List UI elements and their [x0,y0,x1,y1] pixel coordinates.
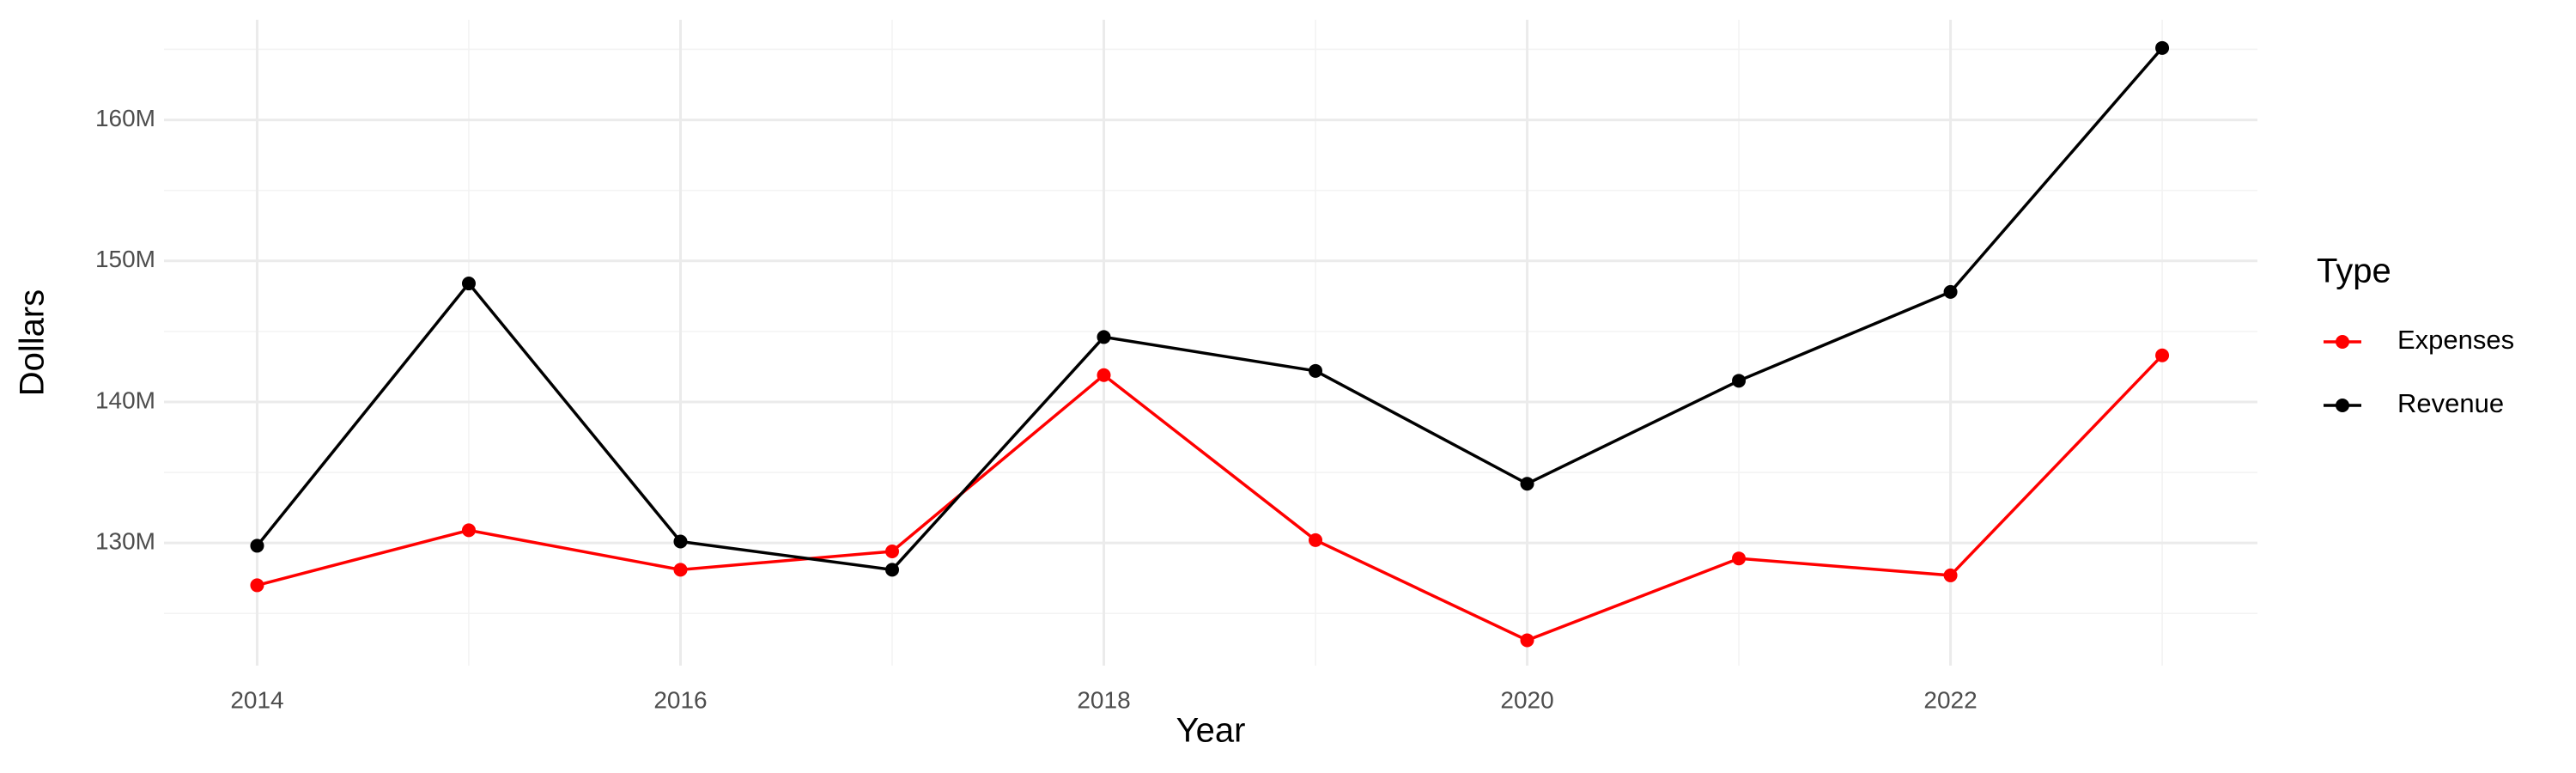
data-point [885,545,899,559]
data-point [250,539,264,553]
data-point [1097,330,1111,344]
grid [164,20,2257,666]
y-tick-label: 140M [95,386,155,413]
data-point [1732,551,1747,566]
legend-marker [2336,335,2349,349]
x-tick-label: 2020 [1500,686,1553,713]
data-point [673,534,688,549]
data-point [1732,374,1747,388]
legend-title: Type [2317,253,2391,290]
data-point [250,578,264,593]
x-tick-label: 2014 [230,686,283,713]
data-point [1520,633,1534,648]
x-tick-label: 2022 [1923,686,1977,713]
y-tick-label: 130M [95,528,155,555]
data-point [1309,363,1323,378]
legend: Expenses Revenue [2324,325,2514,418]
y-tick-label: 160M [95,105,155,131]
data-point [1309,533,1323,547]
y-axis-title: Dollars [14,289,52,396]
y-tick-label: 150M [95,246,155,272]
legend-marker [2336,399,2349,412]
x-tick-label: 2018 [1077,686,1130,713]
data-point [2155,348,2170,362]
data-point [673,563,688,577]
data-point [1943,568,1958,582]
series-line [257,354,2164,642]
series-line [256,46,2164,572]
data-point [461,277,476,291]
data-point [461,523,476,538]
plot-marks [250,40,2170,648]
data-point [1097,368,1111,382]
data-point [1943,284,1958,299]
legend-label: Revenue [2397,388,2504,418]
x-tick-label: 2016 [653,686,707,713]
legend-label: Expenses [2397,325,2514,355]
data-point [885,563,899,577]
x-axis-title: Year [1176,712,1246,750]
data-point [1520,477,1534,491]
data-point [2155,40,2170,55]
